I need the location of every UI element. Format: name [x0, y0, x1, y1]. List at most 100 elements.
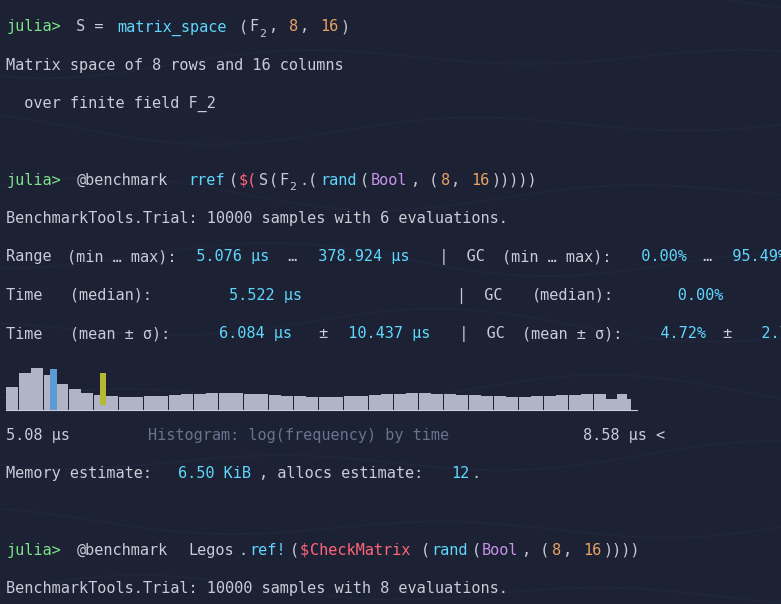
Bar	[306, 397, 319, 410]
Text: )))): ))))	[603, 543, 640, 558]
Bar	[6, 387, 19, 410]
Bar	[319, 397, 331, 410]
Bar	[206, 393, 219, 410]
Text: 6.50 KiB: 6.50 KiB	[178, 466, 251, 481]
Bar	[119, 397, 131, 410]
Text: Time   (mean ± σ):: Time (mean ± σ):	[6, 326, 207, 341]
Bar	[31, 367, 44, 410]
Text: ref!: ref!	[249, 543, 286, 558]
Text: julia>: julia>	[6, 543, 61, 558]
Text: ±: ±	[714, 326, 733, 341]
Text: …: …	[280, 249, 298, 265]
Text: ): )	[340, 19, 349, 34]
Text: S: S	[259, 173, 268, 188]
Bar	[494, 396, 506, 410]
Bar	[506, 397, 519, 410]
Bar	[50, 369, 58, 410]
Bar	[381, 394, 394, 410]
Bar	[281, 396, 294, 410]
Text: over finite field F_2: over finite field F_2	[6, 96, 216, 112]
Text: , (: , (	[411, 173, 438, 188]
Text: Memory estimate:: Memory estimate:	[6, 466, 162, 481]
Text: , allocs estimate:: , allocs estimate:	[259, 466, 433, 481]
Text: , (: , (	[522, 543, 550, 558]
Text: |  GC: | GC	[319, 288, 512, 304]
Text: ,: ,	[562, 543, 581, 558]
Text: Matrix space of 8 rows and 16 columns: Matrix space of 8 rows and 16 columns	[6, 58, 344, 72]
Text: 2.72%: 2.72%	[734, 326, 781, 341]
Text: (: (	[229, 173, 238, 188]
Text: $: $	[300, 543, 308, 558]
Bar	[144, 396, 156, 410]
Text: (median):: (median):	[532, 288, 615, 303]
Text: 378.924 μs: 378.924 μs	[300, 249, 409, 265]
Text: 16: 16	[583, 543, 601, 558]
Text: (mean ± σ):: (mean ± σ):	[522, 326, 622, 341]
Text: ,: ,	[269, 19, 287, 34]
Bar	[456, 394, 469, 410]
Text: S =: S =	[67, 19, 112, 34]
Bar	[481, 396, 494, 410]
Text: julia>: julia>	[6, 173, 61, 188]
Bar	[606, 399, 619, 410]
Text: …: …	[694, 249, 712, 265]
Bar	[56, 385, 69, 410]
Text: Bool: Bool	[370, 173, 407, 188]
Text: ))))): )))))	[492, 173, 537, 188]
Text: Legos: Legos	[188, 543, 234, 558]
Bar	[219, 393, 231, 410]
Text: .(: .(	[300, 173, 318, 188]
Text: Range: Range	[6, 249, 61, 265]
Bar	[619, 399, 631, 410]
Bar	[100, 373, 106, 405]
Bar	[231, 393, 244, 410]
Text: |  GC: | GC	[441, 326, 514, 342]
Text: (: (	[239, 19, 248, 34]
Bar	[569, 395, 581, 410]
Text: |  GC: | GC	[421, 249, 494, 265]
Bar	[531, 396, 544, 410]
Bar	[81, 393, 94, 410]
Bar	[617, 394, 627, 410]
Text: @benchmark: @benchmark	[77, 173, 168, 188]
Bar	[131, 397, 144, 410]
Text: 2: 2	[290, 182, 296, 192]
Text: 10.437 μs: 10.437 μs	[330, 326, 430, 341]
Bar	[406, 393, 419, 410]
Text: 8.58 μs <: 8.58 μs <	[583, 428, 665, 443]
Bar	[344, 396, 356, 410]
Text: (: (	[360, 173, 369, 188]
Text: 6.084 μs: 6.084 μs	[219, 326, 291, 341]
Text: 0.00%: 0.00%	[623, 288, 723, 303]
Bar	[544, 396, 556, 410]
Bar	[594, 394, 606, 410]
Bar	[394, 394, 406, 410]
Bar	[331, 397, 344, 410]
Text: 5.076 μs: 5.076 μs	[178, 249, 269, 265]
Text: ±: ±	[309, 326, 328, 341]
Bar	[556, 396, 569, 410]
Text: (: (	[472, 543, 480, 558]
Text: rref: rref	[188, 173, 225, 188]
Bar	[69, 389, 81, 410]
Bar	[106, 396, 119, 410]
Text: (: (	[421, 543, 430, 558]
Text: 16: 16	[319, 19, 338, 34]
Text: 12: 12	[451, 466, 469, 481]
Text: (: (	[269, 173, 278, 188]
Text: matrix_space: matrix_space	[117, 19, 227, 36]
Text: 8: 8	[552, 543, 562, 558]
Text: 4.72%: 4.72%	[633, 326, 706, 341]
Text: 5.522 μs: 5.522 μs	[229, 288, 301, 303]
Text: CheckMatrix: CheckMatrix	[309, 543, 410, 558]
Bar	[356, 396, 369, 410]
Bar	[581, 394, 594, 410]
Bar	[194, 394, 206, 410]
Text: (: (	[290, 543, 298, 558]
Text: Histogram: log(frequency) by time: Histogram: log(frequency) by time	[148, 428, 449, 443]
Bar	[431, 393, 444, 410]
Text: ,: ,	[300, 19, 318, 34]
Bar	[269, 395, 281, 410]
Bar	[181, 394, 194, 410]
Bar	[469, 395, 481, 410]
